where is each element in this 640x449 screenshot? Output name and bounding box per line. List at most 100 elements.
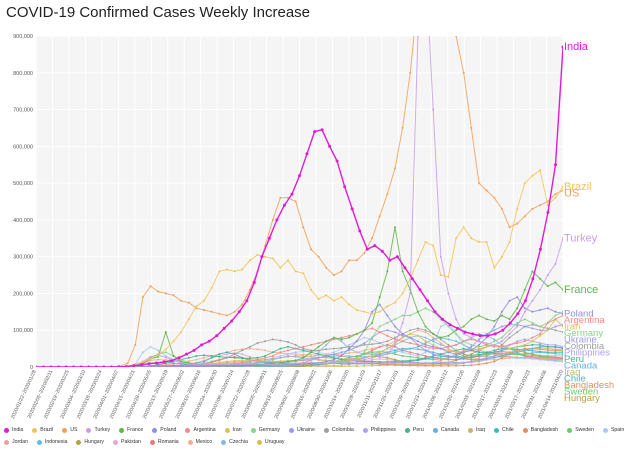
data-point-poland	[180, 365, 183, 367]
data-point-peru	[287, 345, 289, 348]
legend-item-czechia[interactable]: Czechia	[221, 437, 248, 449]
data-point-poland	[172, 365, 175, 367]
data-point-peru	[203, 354, 205, 357]
data-point-colombia	[271, 338, 274, 341]
legend-item-hungary[interactable]: Hungary	[76, 437, 104, 449]
legend-item-philippines[interactable]: Philippines	[362, 425, 396, 437]
data-point-spain	[141, 351, 144, 354]
data-point-iraq	[439, 363, 442, 366]
data-point-colombia	[371, 343, 374, 346]
data-point-turkey	[218, 363, 221, 366]
data-point-spain	[424, 351, 427, 354]
data-point-germany	[478, 345, 480, 348]
data-point-colombia	[493, 351, 496, 354]
data-point-mexico	[355, 351, 358, 354]
data-point-argentina	[508, 343, 511, 346]
legend-item-sweden[interactable]: Sweden	[567, 425, 594, 437]
data-point-indonesia	[455, 340, 458, 343]
legend-item-indonesia[interactable]: Indonesia	[36, 437, 67, 449]
data-point-india	[486, 334, 490, 338]
legend-item-colombia[interactable]: Colombia	[323, 425, 354, 437]
data-point-india	[94, 365, 98, 367]
legend-label: Brazil	[40, 427, 54, 433]
data-point-romania	[378, 345, 381, 348]
y-tick-label: 600,000	[13, 144, 33, 150]
data-point-peru	[210, 355, 213, 357]
legend-label: Jordan	[12, 438, 28, 445]
legend-item-us[interactable]: US	[62, 425, 77, 437]
data-point-canada	[531, 347, 534, 350]
data-point-us	[210, 310, 213, 313]
data-point-us	[455, 36, 458, 37]
legend-item-iran[interactable]: Iran	[224, 425, 242, 437]
end-label-argentina: Argentina	[564, 315, 605, 326]
data-point-us	[325, 266, 328, 269]
data-point-peru	[401, 360, 404, 363]
data-point-colombia	[279, 339, 282, 342]
legend-item-ukraine[interactable]: Ukraine	[288, 425, 315, 437]
data-point-sweden	[348, 356, 351, 359]
data-point-poland	[409, 336, 412, 339]
legend-item-spain[interactable]: Spain	[602, 425, 624, 437]
data-point-turkey	[279, 363, 282, 366]
legend-item-india[interactable]: India	[4, 425, 23, 437]
data-point-peru	[271, 351, 274, 354]
data-point-colombia	[264, 340, 267, 343]
legend-item-romania[interactable]: Romania	[149, 437, 179, 449]
legend-swatch	[288, 428, 294, 433]
end-label-india: India	[564, 41, 589, 53]
data-point-ukraine	[401, 334, 404, 337]
legend-item-brazil[interactable]: Brazil	[32, 425, 53, 437]
data-point-iraq	[424, 364, 427, 367]
data-point-poland	[394, 325, 396, 328]
data-point-iraq	[500, 353, 503, 356]
data-point-iran	[371, 355, 374, 357]
legend-item-poland[interactable]: Poland	[152, 425, 176, 437]
data-point-canada	[455, 356, 458, 359]
legend-item-bangladesh[interactable]: Bangladesh	[522, 425, 558, 437]
data-point-spain	[462, 343, 465, 346]
legend-item-peru[interactable]: Peru	[404, 425, 424, 437]
data-point-spain	[287, 353, 289, 356]
legend-item-turkey[interactable]: Turkey	[86, 425, 110, 437]
data-point-argentina	[493, 345, 496, 348]
data-point-us	[149, 285, 152, 288]
data-point-us	[310, 248, 312, 251]
data-point-philippines	[485, 358, 488, 361]
data-point-colombia	[363, 343, 366, 346]
data-point-spain	[164, 355, 167, 357]
data-point-india	[267, 236, 271, 240]
data-point-uruguay	[371, 364, 374, 367]
data-point-poland	[531, 310, 534, 313]
legend-item-uruguay[interactable]: Uruguay	[256, 437, 284, 449]
data-point-india	[531, 277, 535, 281]
data-point-chile	[539, 350, 542, 353]
data-point-argentina	[394, 338, 396, 341]
data-point-iran	[241, 359, 244, 362]
data-point-india	[49, 365, 53, 367]
legend-item-jordan[interactable]: Jordan	[4, 437, 28, 449]
data-point-france	[294, 359, 297, 362]
legend-item-germany[interactable]: Germany	[250, 425, 280, 437]
data-point-ukraine	[332, 353, 335, 356]
legend-item-mexico[interactable]: Mexico	[187, 437, 212, 449]
legend-item-chile[interactable]: Chile	[493, 425, 514, 437]
data-point-india	[282, 203, 286, 207]
data-point-us	[302, 226, 305, 229]
legend-item-pakistan[interactable]: Pakistan	[112, 437, 141, 449]
data-point-colombia	[409, 329, 412, 332]
legend-item-canada[interactable]: Canada	[432, 425, 459, 437]
data-point-colombia	[394, 336, 396, 339]
legend-label: Canada	[440, 427, 459, 433]
legend-item-iraq[interactable]: Iraq	[468, 425, 485, 437]
data-point-iran	[539, 334, 542, 337]
data-point-turkey	[409, 292, 412, 295]
legend-item-france[interactable]: France	[119, 425, 143, 437]
data-point-france	[508, 318, 511, 321]
legend-swatch	[32, 428, 38, 433]
legend-item-argentina[interactable]: Argentina	[185, 425, 216, 437]
data-point-turkey	[447, 292, 450, 295]
data-point-poland	[455, 353, 458, 356]
data-point-brazil	[523, 182, 526, 185]
data-point-brazil	[432, 244, 435, 247]
